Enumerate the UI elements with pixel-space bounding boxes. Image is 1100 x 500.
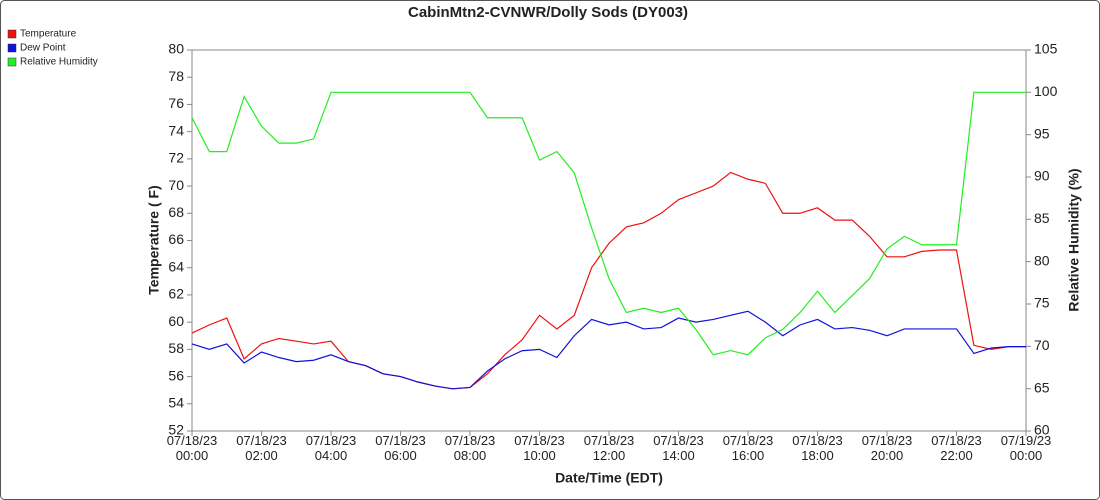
x-axis-label: Date/Time (EDT)	[555, 470, 663, 486]
y2-tick-label: 90	[1034, 168, 1050, 184]
x-tick-label: 07/18/23 18:00	[792, 433, 843, 463]
x-tick-label: 07/18/23 12:00	[583, 433, 635, 463]
y2-tick-label: 80	[1034, 252, 1050, 268]
x-tick-label: 07/18/23 20:00	[861, 433, 913, 463]
y2-tick-label: 60	[1034, 422, 1050, 438]
y-tick-label: 72	[168, 150, 184, 166]
y2-tick-label: 75	[1034, 295, 1050, 311]
y-tick-label: 70	[168, 177, 184, 193]
y-tick-label: 80	[168, 41, 184, 57]
y-tick-label: 60	[168, 313, 184, 329]
x-tick-label: 07/19/23 00:00	[1000, 433, 1052, 463]
y-tick-label: 54	[168, 394, 184, 410]
x-tick-label: 07/18/23 16:00	[722, 433, 774, 463]
x-tick-label: 07/18/23 06:00	[375, 433, 426, 463]
y-axis-label: Temperature ( F)	[146, 185, 162, 294]
y-tick-label: 52	[168, 422, 184, 438]
plot-area	[191, 49, 1027, 432]
legend-swatch	[7, 29, 17, 39]
x-tick-label: 07/18/23 00:00	[166, 433, 218, 463]
series-line	[191, 310, 1026, 390]
y-tick-label: 68	[168, 204, 184, 220]
y-tick-label: 64	[168, 258, 184, 274]
x-tick-label: 07/18/23 14:00	[653, 433, 704, 463]
x-tick-label: 07/18/23 22:00	[931, 433, 982, 463]
legend-label: Temperature	[20, 29, 77, 40]
y2-tick-label: 65	[1034, 379, 1050, 395]
chart-title: CabinMtn2-CVNWR/Dolly Sods (DY003)	[408, 4, 688, 21]
y2-tick-label: 70	[1034, 337, 1050, 353]
y-tick-label: 66	[168, 231, 184, 247]
x-tick-label: 07/18/23 04:00	[305, 433, 357, 463]
legend-label: Dew Point	[20, 43, 66, 54]
y-tick-label: 58	[168, 340, 184, 356]
x-tick-label: 07/18/23 02:00	[236, 433, 287, 463]
x-tick-label: 07/18/23 08:00	[444, 433, 496, 463]
legend-label: Relative Humidity	[20, 57, 98, 68]
series-line	[191, 171, 1026, 390]
y-tick-label: 76	[168, 95, 184, 111]
x-tick-label: 07/18/23 10:00	[514, 433, 565, 463]
y-tick-label: 56	[168, 367, 184, 383]
y2-tick-label: 95	[1034, 125, 1050, 141]
y2-axis-label: Relative Humidity (%)	[1066, 168, 1082, 311]
series-line	[191, 91, 1026, 356]
legend-swatch	[7, 43, 17, 53]
y-tick-label: 78	[168, 68, 184, 84]
y2-tick-label: 100	[1034, 83, 1058, 99]
legend-swatch	[7, 57, 17, 67]
y-tick-label: 62	[168, 286, 184, 302]
y-tick-label: 74	[168, 122, 184, 138]
y2-tick-label: 85	[1034, 210, 1050, 226]
y2-tick-label: 105	[1034, 41, 1058, 57]
